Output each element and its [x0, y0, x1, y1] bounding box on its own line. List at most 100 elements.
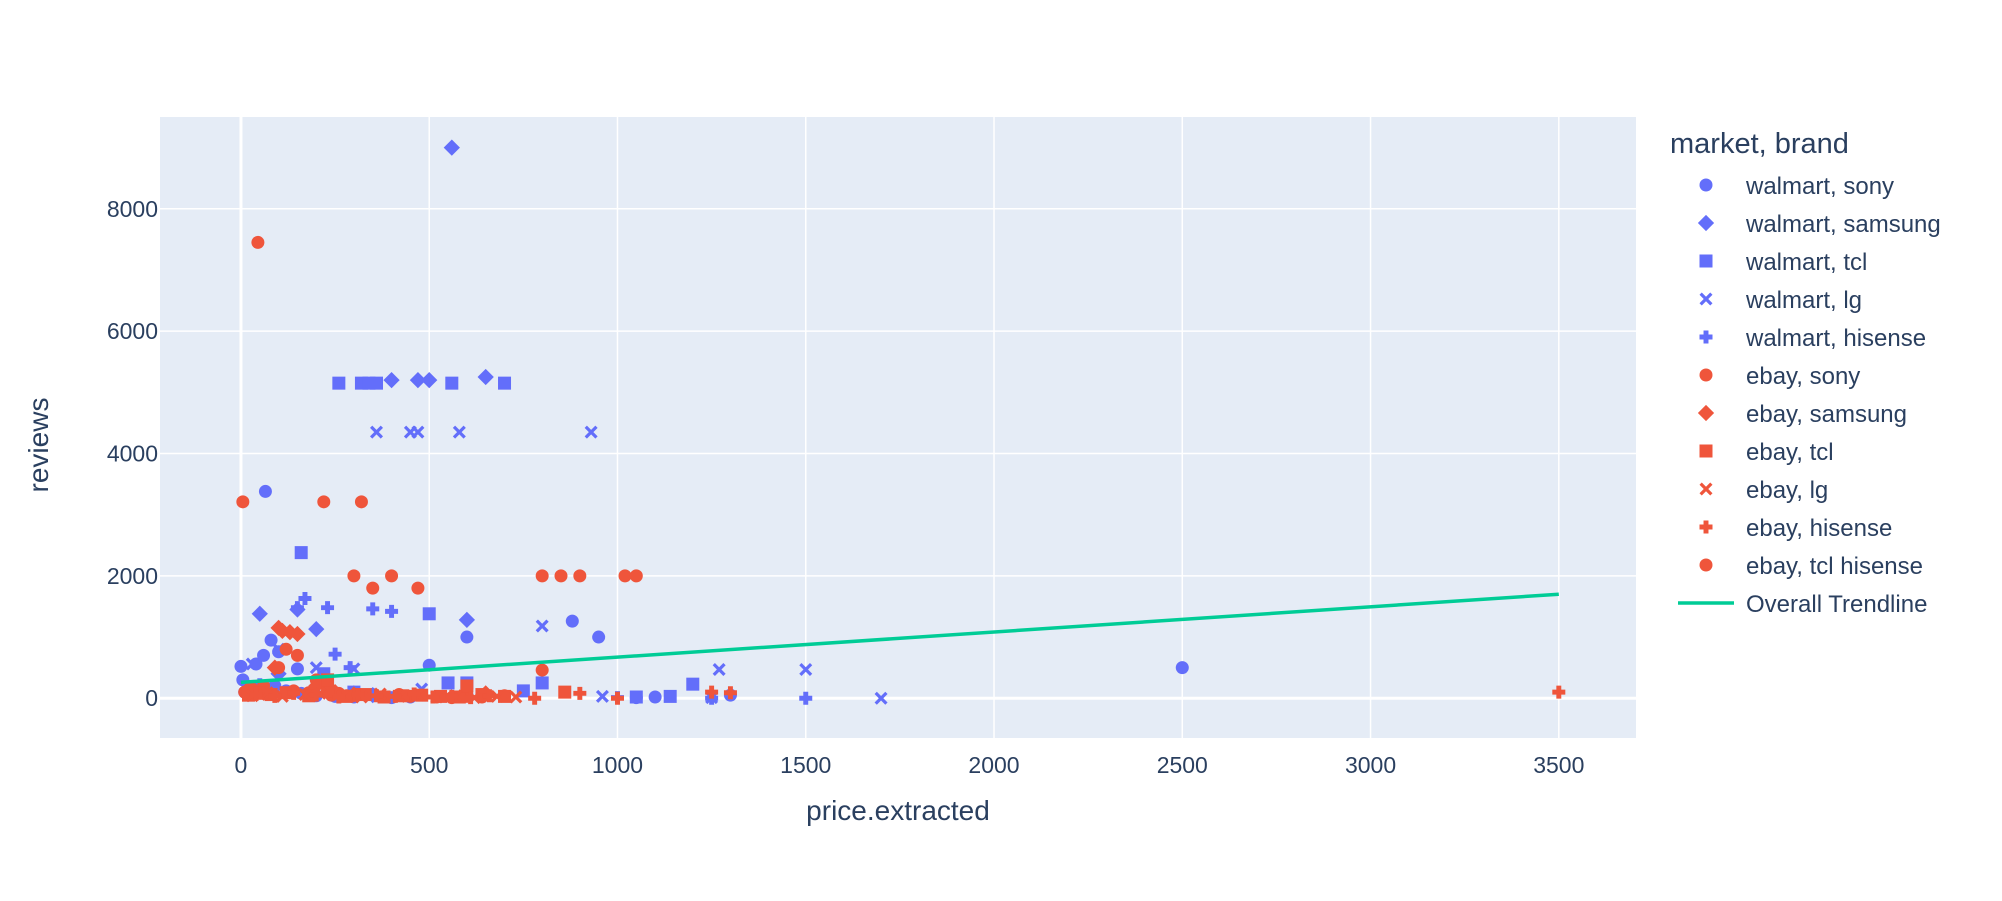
data-point[interactable] — [874, 691, 888, 705]
legend-item[interactable]: ebay, samsung — [1697, 401, 1907, 428]
data-point[interactable] — [289, 625, 306, 643]
legend[interactable]: market, brand walmart, sony walmart, sams… — [1670, 128, 1941, 618]
legend-symbol[interactable] — [1699, 178, 1713, 192]
legend-item[interactable]: walmart, sony — [1699, 173, 1895, 200]
data-point[interactable] — [332, 690, 346, 704]
legend-symbol[interactable] — [1699, 254, 1713, 268]
data-point[interactable] — [308, 620, 325, 638]
data-point[interactable] — [383, 371, 400, 389]
data-point[interactable] — [799, 662, 813, 676]
legend-symbol[interactable] — [1699, 292, 1713, 306]
data-point[interactable] — [236, 495, 250, 509]
legend-symbol[interactable] — [1697, 214, 1715, 232]
data-point[interactable] — [409, 371, 427, 389]
data-point[interactable] — [558, 685, 572, 699]
data-point[interactable] — [332, 376, 346, 390]
data-point[interactable] — [287, 686, 301, 700]
data-point[interactable] — [565, 614, 579, 628]
data-point[interactable] — [498, 376, 512, 390]
data-point[interactable] — [388, 689, 402, 703]
data-point[interactable] — [351, 688, 365, 702]
legend-item[interactable]: walmart, samsung — [1697, 211, 1941, 238]
legend-item[interactable]: ebay, tcl hisense — [1699, 553, 1924, 580]
data-point[interactable] — [298, 688, 312, 702]
data-point[interactable] — [370, 425, 384, 439]
legend-item[interactable]: ebay, sony — [1699, 363, 1861, 390]
data-point[interactable] — [458, 611, 475, 629]
data-point[interactable] — [460, 630, 474, 644]
data-point[interactable] — [705, 685, 719, 699]
data-point[interactable] — [245, 657, 259, 671]
data-point[interactable] — [723, 686, 737, 700]
data-point[interactable] — [441, 676, 455, 690]
legend-symbol[interactable] — [1699, 368, 1713, 382]
data-point[interactable] — [279, 642, 293, 656]
data-point[interactable] — [426, 690, 440, 704]
data-point[interactable] — [385, 604, 399, 618]
data-point[interactable] — [321, 601, 335, 615]
data-point[interactable] — [528, 691, 542, 705]
data-point[interactable] — [477, 368, 494, 386]
data-point[interactable] — [490, 689, 504, 703]
data-point[interactable] — [535, 676, 549, 690]
data-point[interactable] — [595, 689, 609, 703]
data-point[interactable] — [482, 689, 496, 703]
data-point[interactable] — [535, 663, 549, 677]
legend-item[interactable]: ebay, tcl — [1699, 439, 1834, 466]
data-point[interactable] — [268, 689, 282, 703]
data-point[interactable] — [275, 689, 289, 703]
data-point[interactable] — [407, 687, 421, 701]
data-point[interactable] — [460, 679, 474, 693]
data-point[interactable] — [1175, 661, 1189, 675]
data-point[interactable] — [509, 690, 523, 704]
data-point[interactable] — [452, 425, 466, 439]
data-point[interactable] — [366, 602, 380, 616]
data-point[interactable] — [663, 689, 677, 703]
data-point[interactable] — [298, 592, 312, 606]
data-point[interactable] — [554, 569, 568, 583]
data-point[interactable] — [712, 662, 726, 676]
data-point[interactable] — [1552, 685, 1566, 699]
legend-symbol[interactable] — [1699, 558, 1713, 572]
data-point[interactable] — [343, 661, 357, 675]
data-point[interactable] — [309, 661, 323, 675]
data-point[interactable] — [385, 569, 399, 583]
data-point[interactable] — [629, 690, 643, 704]
data-point[interactable] — [618, 569, 632, 583]
data-point[interactable] — [592, 630, 606, 644]
data-point[interactable] — [445, 376, 459, 390]
data-point[interactable] — [370, 376, 384, 390]
data-point[interactable] — [535, 619, 549, 633]
data-point[interactable] — [258, 484, 272, 498]
data-point[interactable] — [294, 546, 308, 560]
data-point[interactable] — [234, 659, 248, 673]
data-point[interactable] — [610, 691, 624, 705]
data-point[interactable] — [411, 581, 425, 595]
legend-item[interactable]: ebay, hisense — [1699, 515, 1893, 542]
data-point[interactable] — [249, 657, 263, 671]
legend-item[interactable]: walmart, tcl — [1699, 249, 1868, 276]
data-point[interactable] — [464, 691, 478, 705]
legend-symbol[interactable] — [1699, 444, 1713, 458]
data-point[interactable] — [421, 371, 438, 389]
legend-item[interactable]: ebay, lg — [1699, 477, 1829, 504]
data-point[interactable] — [249, 688, 263, 702]
data-point[interactable] — [573, 686, 587, 700]
data-point[interactable] — [347, 569, 361, 583]
data-point[interactable] — [328, 647, 342, 661]
data-point[interactable] — [266, 659, 283, 676]
legend-symbol[interactable] — [1699, 330, 1713, 344]
legend-item[interactable]: walmart, lg — [1699, 287, 1863, 314]
data-point[interactable] — [648, 690, 662, 704]
data-point[interactable] — [535, 569, 549, 583]
overall-trendline[interactable] — [240, 592, 1559, 685]
data-point[interactable] — [290, 601, 304, 615]
data-point[interactable] — [354, 495, 368, 509]
data-point[interactable] — [445, 689, 459, 703]
data-point[interactable] — [317, 495, 331, 509]
data-point[interactable] — [251, 605, 268, 622]
data-point[interactable] — [366, 581, 380, 595]
data-point[interactable] — [370, 689, 384, 703]
data-point[interactable] — [251, 235, 265, 249]
legend-symbol[interactable] — [1699, 482, 1713, 496]
